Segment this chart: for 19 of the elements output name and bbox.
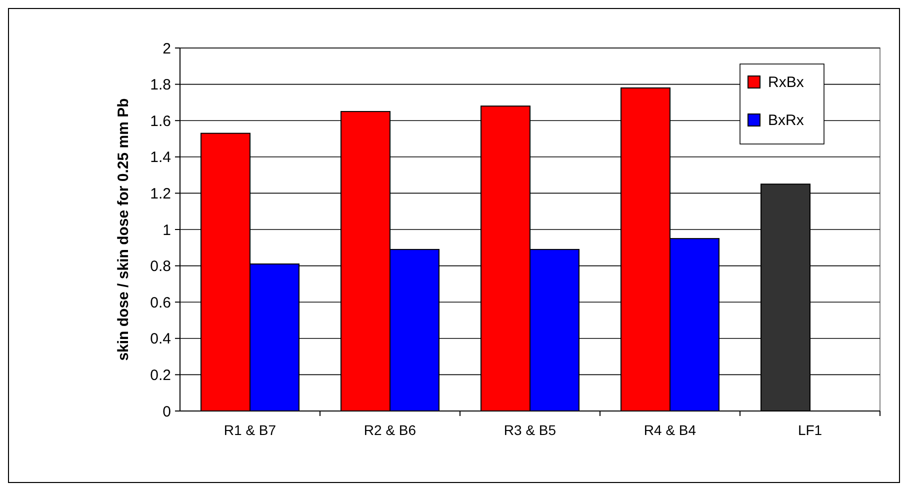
y-tick-label: 0.4 [150, 330, 171, 348]
x-tick-label: LF1 [798, 422, 822, 438]
y-tick-label: 0.8 [150, 258, 171, 276]
x-tick-label: R4 & B4 [644, 422, 696, 438]
legend-label: BxRx [768, 112, 804, 129]
x-tick-label: R2 & B6 [364, 422, 416, 438]
y-axis-title: skin dose / skin dose for 0.25 mm Pb [115, 98, 132, 361]
y-tick-label: 1.2 [150, 185, 171, 202]
x-tick-label: R1 & B7 [224, 422, 276, 438]
x-tick-label: R3 & B5 [504, 422, 556, 438]
y-tick-label: 1.6 [150, 112, 171, 130]
y-tick-label: 2 [162, 40, 171, 58]
y-tick-label: 1 [162, 222, 171, 239]
y-tick-label: 1.8 [150, 76, 171, 94]
y-tick-label: 1.4 [150, 149, 171, 166]
y-tick-label: 0.6 [150, 294, 171, 312]
legend-label: RxBx [768, 74, 804, 91]
y-tick-label: 0.2 [150, 366, 171, 384]
y-tick-label: 0 [162, 403, 171, 420]
